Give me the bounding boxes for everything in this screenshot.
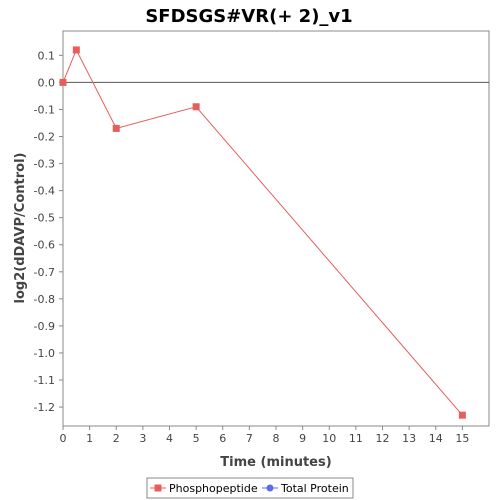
y-tick-label: -0.8 xyxy=(34,293,55,306)
y-tick-label: -0.2 xyxy=(34,131,55,144)
data-point-phosphopeptide xyxy=(72,46,80,54)
y-tick-label: -0.7 xyxy=(34,266,55,279)
legend-item-phosphopeptide: Phosphopeptide xyxy=(150,482,258,495)
legend-item-total-protein: Total Protein xyxy=(262,482,349,495)
x-tick-label: 12 xyxy=(376,432,390,445)
legend: Phosphopeptide Total Protein xyxy=(146,477,354,499)
y-tick-label: -1.0 xyxy=(34,347,55,360)
legend-label-phosphopeptide: Phosphopeptide xyxy=(169,482,258,495)
x-tick-label: 3 xyxy=(139,432,146,445)
y-tick-label: 0.0 xyxy=(38,76,56,89)
legend-label-total-protein: Total Protein xyxy=(280,482,349,495)
data-point-phosphopeptide xyxy=(112,124,120,132)
x-tick-label: 14 xyxy=(429,432,443,445)
y-axis-label: log2(dDAVP/Control) xyxy=(13,153,28,304)
x-tick-label: 0 xyxy=(60,432,67,445)
x-axis: 0 1 2 3 4 5 6 7 8 9 10 11 12 13 14 15 xyxy=(60,426,469,445)
x-tick-label: 11 xyxy=(349,432,363,445)
y-tick-label: -0.5 xyxy=(34,212,55,225)
y-tick-label: -0.6 xyxy=(34,239,55,252)
y-tick-label: -1.2 xyxy=(34,401,55,414)
x-tick-label: 2 xyxy=(113,432,120,445)
legend-marker-phosphopeptide xyxy=(154,484,162,492)
legend-box xyxy=(146,477,354,499)
plot-area xyxy=(62,30,490,427)
y-axis: 0.1 0.0 -0.1 -0.2 -0.3 -0.4 -0.5 -0.6 -0.7 -0.8 -0… xyxy=(34,49,63,414)
y-tick-label: -0.4 xyxy=(34,185,55,198)
data-point-phosphopeptide xyxy=(192,103,200,111)
data-point-phosphopeptide xyxy=(458,411,466,419)
series-group xyxy=(59,46,466,419)
y-tick-label: -0.3 xyxy=(34,158,55,171)
x-tick-label: 6 xyxy=(219,432,226,445)
y-tick-label: 0.1 xyxy=(38,49,56,62)
x-tick-label: 5 xyxy=(193,432,200,445)
y-tick-label: -0.9 xyxy=(34,320,55,333)
x-tick-label: 4 xyxy=(166,432,173,445)
x-tick-label: 10 xyxy=(322,432,336,445)
x-tick-label: 8 xyxy=(273,432,280,445)
x-tick-label: 1 xyxy=(86,432,93,445)
y-tick-label: -1.1 xyxy=(34,374,55,387)
data-point-phosphopeptide xyxy=(59,78,67,86)
x-tick-label: 7 xyxy=(246,432,253,445)
chart-title: SFDSGS#VR(+ 2)_v1 xyxy=(145,6,352,27)
y-tick-label: -0.1 xyxy=(34,103,55,116)
legend-marker-total-protein xyxy=(266,484,274,492)
x-tick-label: 9 xyxy=(299,432,306,445)
x-axis-label: Time (minutes) xyxy=(220,455,331,470)
x-tick-label: 15 xyxy=(455,432,469,445)
x-tick-label: 13 xyxy=(402,432,416,445)
